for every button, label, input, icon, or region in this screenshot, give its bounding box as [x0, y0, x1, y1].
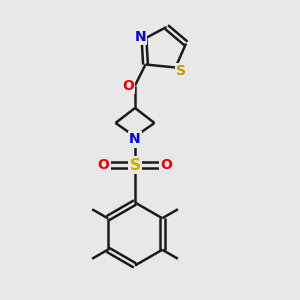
Text: S: S [130, 158, 140, 172]
Text: N: N [135, 30, 146, 44]
Text: N: N [129, 133, 141, 146]
Text: O: O [98, 158, 110, 172]
Text: O: O [160, 158, 172, 172]
Text: S: S [176, 64, 186, 78]
Text: O: O [122, 79, 134, 92]
